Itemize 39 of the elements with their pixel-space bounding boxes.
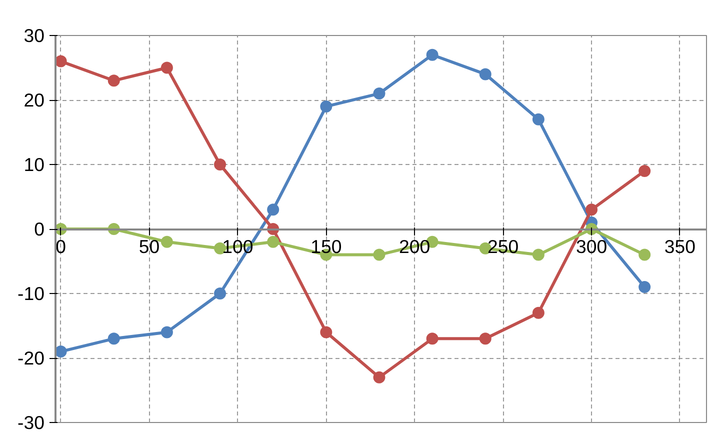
point (160, 326, 173, 338)
point (638, 164, 651, 177)
x-tick-label: 300 (576, 236, 608, 257)
point (214, 158, 226, 170)
y-tick-label: 0 (34, 218, 45, 240)
point (479, 68, 492, 80)
x-tick-label: 150 (310, 236, 342, 257)
y-tick-label: -10 (18, 283, 45, 304)
point (373, 248, 386, 261)
point (108, 74, 120, 87)
point (160, 236, 173, 248)
point (426, 48, 438, 61)
point (56, 346, 67, 358)
point (586, 204, 598, 216)
y-tick-label: 20 (24, 90, 45, 110)
x-tick-label: 350 (664, 236, 696, 257)
point (56, 55, 67, 68)
point (320, 100, 332, 112)
point (320, 326, 332, 338)
point (532, 248, 544, 261)
point (160, 62, 173, 74)
point (638, 281, 651, 294)
point (532, 306, 544, 319)
x-tick-label: 50 (138, 236, 160, 257)
point (638, 248, 651, 261)
point (373, 371, 386, 384)
point (267, 204, 280, 216)
point (479, 332, 492, 345)
point (532, 113, 544, 126)
y-tick-label: 30 (24, 25, 45, 46)
point (267, 236, 280, 248)
x-tick-label: 0 (56, 236, 66, 257)
point (426, 332, 438, 345)
point (373, 88, 386, 100)
point (108, 332, 120, 345)
point (214, 288, 226, 300)
y-tick-label: -30 (18, 412, 45, 433)
y-tick-label: 10 (24, 154, 45, 175)
y-tick-label: -20 (18, 348, 45, 368)
